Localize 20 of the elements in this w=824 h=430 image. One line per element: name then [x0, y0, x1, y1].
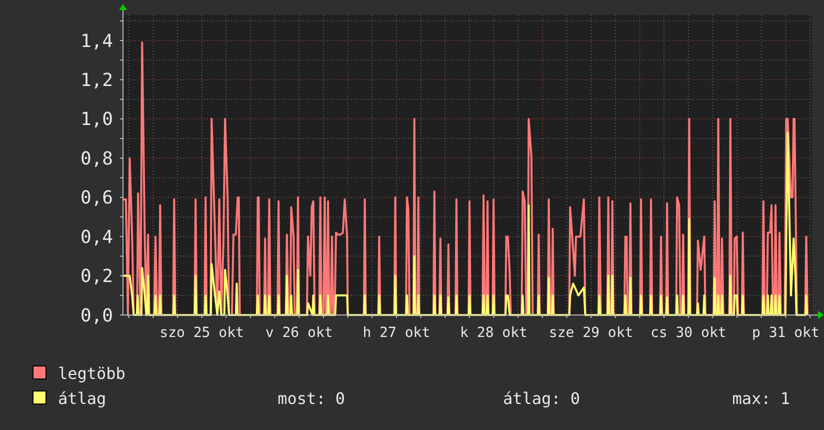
x-tick-label: k 28 okt: [460, 325, 528, 341]
y-tick-label: 0,2: [80, 266, 113, 288]
y-tick-label: 1,0: [80, 109, 113, 130]
legend-label: legtöbb: [58, 364, 126, 383]
x-tick-label: cs 30 okt: [650, 325, 726, 341]
x-tick-label: p 31 okt: [752, 325, 820, 341]
text: átlag: 0: [502, 389, 580, 408]
y-tick-label: 0,4: [80, 226, 113, 248]
x-tick-label: v 26 okt: [265, 325, 333, 341]
y-tick-label: 0,6: [80, 188, 113, 209]
legend-label: átlag: [58, 389, 106, 408]
x-tick-label: szo 25 okt: [160, 325, 244, 341]
text: most: 0: [278, 389, 345, 408]
y-tick-label: 0,0: [80, 305, 113, 326]
y-tick-label: 1,2: [80, 70, 113, 92]
y-tick-label: 1,4: [80, 30, 113, 52]
x-tick-label: sze 29 okt: [548, 325, 634, 341]
y-tick-label: 0,8: [80, 148, 113, 170]
x-tick-label: h 27 okt: [362, 325, 430, 341]
text: max: 1: [732, 389, 790, 408]
